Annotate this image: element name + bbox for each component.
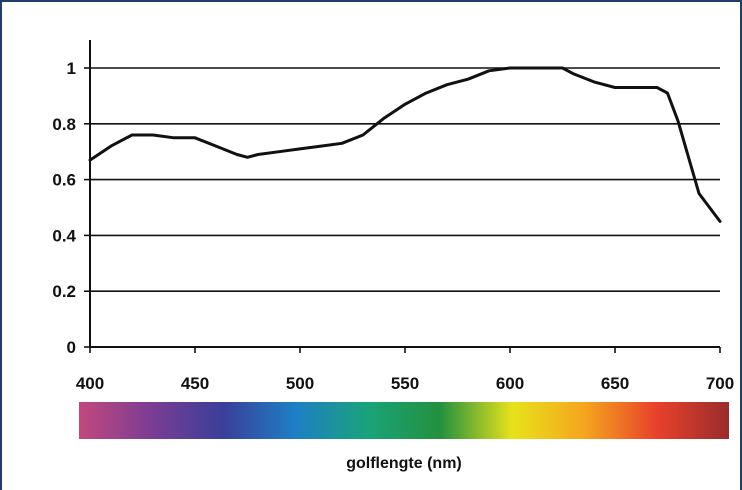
spectrum-bar [79, 402, 729, 439]
x-tick-label: 600 [496, 374, 524, 393]
x-tick-label: 700 [706, 374, 734, 393]
y-tick-label: 0.6 [52, 171, 76, 190]
series-line [88, 66, 722, 223]
gridlines [84, 67, 720, 348]
y-tick-label: 1 [67, 59, 76, 78]
y-tick-label: 0.8 [52, 115, 76, 134]
x-tick-label: 650 [601, 374, 629, 393]
x-tick-label: 450 [181, 374, 209, 393]
x-tick-label: 550 [391, 374, 419, 393]
x-tick-label: 400 [76, 374, 104, 393]
y-tick-label: 0.2 [52, 282, 76, 301]
y-tick-label: 0.4 [52, 226, 76, 245]
y-tick-label: 0 [67, 338, 76, 357]
x-tick-label: 500 [286, 374, 314, 393]
x-tick-labels: 400 450 500 550 600 650 700 [76, 347, 734, 393]
y-tick-labels: 0 0.2 0.4 0.6 0.8 1 [52, 59, 76, 357]
x-axis-label: golflengte (nm) [346, 455, 462, 472]
